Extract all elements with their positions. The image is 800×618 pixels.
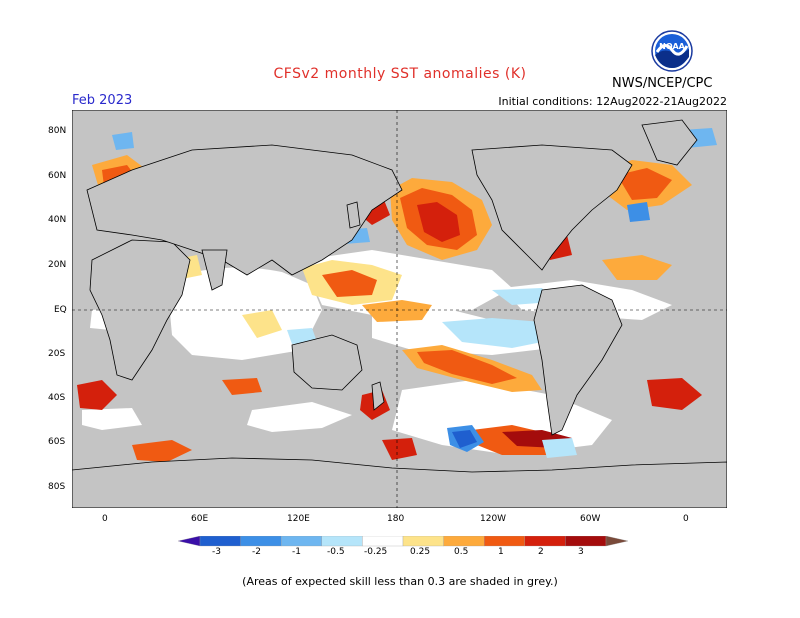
colorbar-cell-9 bbox=[524, 536, 566, 547]
colorbar-label-m2: -2 bbox=[252, 547, 261, 557]
north-america-outline bbox=[471, 144, 633, 271]
colorbar-label-m05: -0.5 bbox=[327, 547, 345, 557]
colorbar-cell-11 bbox=[605, 536, 628, 547]
eurasia-outline bbox=[86, 144, 403, 276]
colorbar-label-m3: -3 bbox=[212, 547, 221, 557]
lat-label-eq: EQ bbox=[54, 305, 67, 315]
initial-conditions-label: Initial conditions: 12Aug2022-21Aug2022 bbox=[498, 95, 727, 108]
colorbar-cell-2 bbox=[240, 536, 282, 547]
greenland-outline bbox=[641, 119, 698, 166]
antarctica-outline bbox=[72, 457, 727, 508]
south-america-outline bbox=[533, 284, 623, 436]
noaa-logo-icon: NOAA bbox=[651, 30, 693, 72]
colorbar-cell-6 bbox=[402, 536, 444, 547]
lat-label-80s: 80S bbox=[48, 482, 66, 492]
colorbar-cell-8 bbox=[484, 536, 525, 547]
colorbar-cell-10 bbox=[565, 536, 607, 547]
colorbar-cell-0 bbox=[178, 536, 201, 547]
australia-outline bbox=[291, 334, 363, 391]
colorbar-cell-3 bbox=[281, 536, 322, 547]
colorbar-label-m1: -1 bbox=[292, 547, 301, 557]
agency-label: NWS/NCEP/CPC bbox=[612, 76, 713, 91]
colorbar-label-m025: -0.25 bbox=[364, 547, 388, 557]
sst-anomaly-map bbox=[72, 110, 727, 508]
map-gridlines bbox=[72, 110, 727, 508]
lat-label-40n: 40N bbox=[48, 215, 67, 225]
colorbar-cell-7 bbox=[443, 536, 485, 547]
colorbar-label-p3: 3 bbox=[578, 547, 584, 557]
colorbar-cell-1 bbox=[199, 536, 241, 547]
lon-label-60w: 60W bbox=[580, 514, 601, 524]
map-title: CFSv2 monthly SST anomalies (K) bbox=[273, 66, 527, 82]
logo-text: NOAA bbox=[659, 42, 685, 51]
lon-label-180: 180 bbox=[387, 514, 405, 524]
colorbar-label-p2: 2 bbox=[538, 547, 544, 557]
lat-label-20s: 20S bbox=[48, 349, 66, 359]
new-zealand-outline bbox=[371, 381, 385, 411]
lon-label-120e: 120E bbox=[287, 514, 310, 524]
cool-anomalies bbox=[112, 128, 717, 458]
japan-outline bbox=[346, 201, 361, 229]
colorbar-cell-4 bbox=[321, 536, 363, 547]
lat-label-60s: 60S bbox=[48, 437, 66, 447]
valid-month-label: Feb 2023 bbox=[72, 93, 133, 108]
lat-label-60n: 60N bbox=[48, 171, 67, 181]
lat-label-20n: 20N bbox=[48, 260, 67, 270]
skill-footnote: (Areas of expected skill less than 0.3 a… bbox=[242, 575, 558, 588]
colorbar bbox=[178, 536, 628, 547]
lat-label-40s: 40S bbox=[48, 393, 66, 403]
colorbar-label-p025: 0.25 bbox=[410, 547, 431, 557]
colorbar-label-p1: 1 bbox=[498, 547, 504, 557]
lon-label-120w: 120W bbox=[480, 514, 507, 524]
colorbar-label-p05: 0.5 bbox=[454, 547, 469, 557]
colorbar-cell-5 bbox=[362, 536, 404, 547]
lon-label-0-east: 0 bbox=[683, 514, 689, 524]
continent-outlines bbox=[72, 119, 727, 508]
lon-label-0-west: 0 bbox=[102, 514, 108, 524]
lon-label-60e: 60E bbox=[191, 514, 209, 524]
lat-label-80n: 80N bbox=[48, 126, 67, 136]
india-outline bbox=[201, 249, 228, 291]
